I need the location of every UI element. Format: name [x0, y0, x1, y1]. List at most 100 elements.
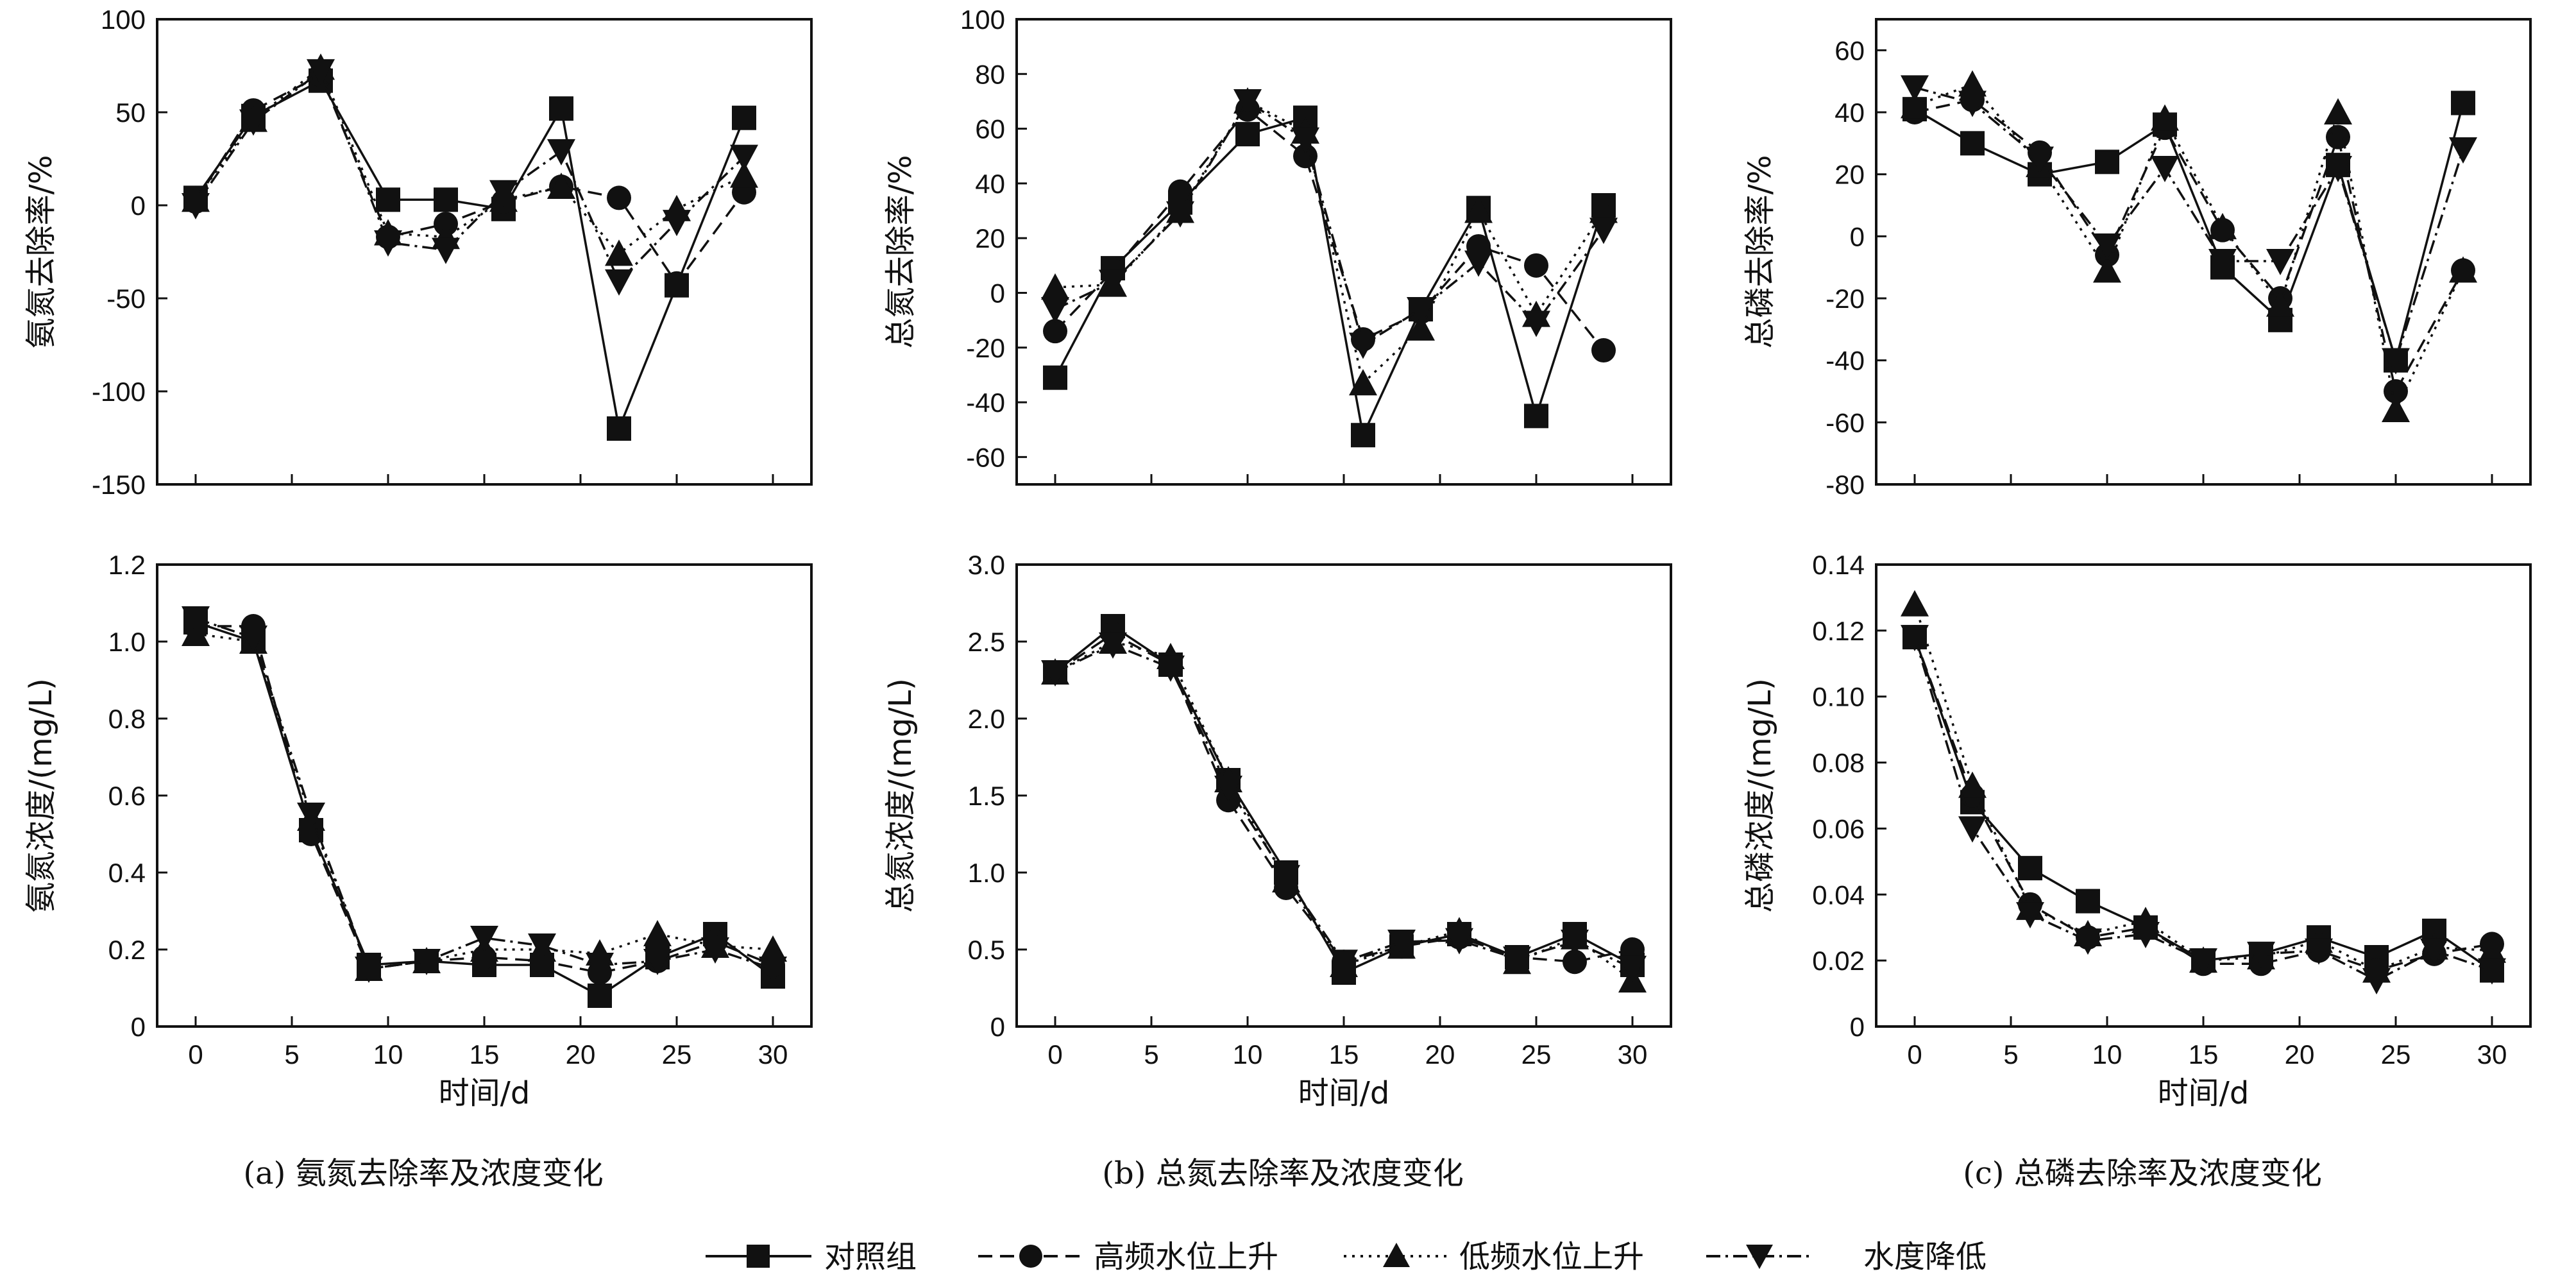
data-point-triangle-up: [2324, 98, 2352, 124]
data-point-triangle-down: [1387, 930, 1416, 956]
y-tick-label: 0: [131, 191, 146, 221]
series-line-1: [1914, 103, 2464, 365]
x-tick-label: 10: [373, 1039, 403, 1069]
data-point-triangle-down: [547, 139, 575, 166]
data-point-triangle-down: [663, 210, 691, 237]
data-point-triangle-down: [239, 626, 267, 652]
series-line-3: [1913, 604, 2493, 972]
data-point-triangle-up: [759, 935, 787, 962]
data-point-triangle-up: [2093, 256, 2121, 283]
data-point-triangle-down: [2189, 948, 2217, 975]
y-tick-label: 0: [1850, 1012, 1865, 1042]
series-line-3: [195, 633, 774, 970]
chart-panel-3: 60 40 20 0 -20 -40 -60 -80 总磷去除率/%: [1742, 18, 2532, 500]
data-point-triangle-down: [1901, 75, 1929, 102]
data-point-triangle-down: [2026, 146, 2054, 173]
data-point-triangle-down: [2074, 928, 2102, 955]
y-tick-label: 1.0: [968, 858, 1005, 888]
legend-marker-circle: [1019, 1245, 1042, 1268]
y-tick-label: 0.4: [108, 858, 146, 888]
data-point-triangle-down: [412, 949, 441, 975]
y-tick-label: 80: [975, 59, 1005, 89]
data-point-square: [732, 105, 756, 130]
series-line-1: [1054, 624, 1633, 975]
data-point-triangle-down: [489, 180, 518, 207]
data-point-triangle-up: [1901, 92, 1929, 119]
chart-panel-5: 3.0 2.5 2.0 1.5 1.0 0.5 0 0 5 10 15 20 25 30 时间/d 总氮浓度/…: [883, 550, 1672, 1111]
chart-panel-2: 100 80 60 40 20 0 -20 -40 -60 总氮去除率/%: [883, 4, 1672, 486]
data-point-triangle-down: [1291, 127, 1319, 154]
data-point-triangle-up: [643, 920, 672, 946]
data-point-triangle-down: [528, 933, 556, 960]
x-tick-label: 25: [1521, 1039, 1552, 1069]
data-point-triangle-down: [1445, 928, 1473, 955]
caption-b: (b) 总氮去除率及浓度变化: [1102, 1155, 1463, 1191]
data-point-circle: [1043, 319, 1067, 344]
data-point-circle: [1563, 950, 1587, 975]
legend-label-control: 对照组: [824, 1239, 917, 1275]
data-point-square: [1524, 404, 1548, 429]
y-tick-label: -60: [966, 442, 1005, 472]
data-point-triangle-down: [1958, 816, 1987, 843]
data-point-triangle-down: [182, 193, 210, 219]
x-tick-label: 20: [2285, 1039, 2315, 1069]
data-point-triangle-down: [2016, 902, 2044, 929]
data-point-square: [1043, 365, 1067, 390]
data-point-triangle-up: [2266, 290, 2294, 317]
data-point-triangle-down: [2266, 249, 2294, 275]
data-point-triangle-down: [701, 937, 729, 964]
data-point-circle: [1168, 179, 1192, 204]
legend-marker-triangle-down: [1746, 1245, 1773, 1269]
x-tick-label: 5: [2003, 1039, 2018, 1069]
legend-marker-square: [747, 1245, 770, 1268]
data-point-triangle-down: [307, 59, 335, 86]
series-line-4: [195, 617, 774, 970]
data-point-circle: [665, 271, 689, 296]
data-point-triangle-down: [586, 953, 614, 979]
data-point-triangle-down: [2151, 156, 2179, 182]
series-line-2: [1914, 98, 2464, 395]
x-tick-label: 0: [188, 1039, 203, 1069]
legend-label-turbidity: 水度降低: [1863, 1239, 1987, 1275]
series-line-2: [1913, 636, 2493, 972]
data-point-triangle-down: [1349, 332, 1377, 359]
series-line-3: [1055, 640, 1634, 982]
y-tick-label: 100: [960, 4, 1005, 35]
data-point-triangle-down: [1618, 955, 1647, 982]
y-tick-label: 0: [1850, 221, 1865, 251]
y-tick-label: 20: [1835, 160, 1865, 190]
y-tick-label: 0.2: [108, 935, 146, 965]
series-line-3: [1914, 83, 2464, 414]
data-point-triangle-down: [1407, 297, 1435, 324]
x-tick-label: 30: [758, 1039, 788, 1069]
chart-panel-1: 100 50 0 -50 -100 -150 氨氮去除率/%: [23, 4, 813, 500]
data-point-triangle-up: [2382, 396, 2410, 422]
data-point-triangle-up: [2449, 256, 2477, 283]
series-line-2: [1054, 108, 1605, 352]
data-point-triangle-down: [374, 230, 402, 257]
y-tick-label: 40: [975, 169, 1005, 199]
x-tick-label: 0: [1907, 1039, 1922, 1069]
data-point-square: [1235, 122, 1260, 147]
data-point-triangle-down: [1099, 269, 1127, 296]
series-line-2: [1055, 632, 1633, 964]
series-line-4: [194, 69, 745, 284]
legend-label-low-freq: 低频水位上升: [1459, 1239, 1644, 1275]
series-line-4: [1914, 86, 2464, 364]
data-point-triangle-down: [730, 144, 758, 171]
x-tick-label: 5: [1144, 1039, 1158, 1069]
x-tick-label: 30: [1618, 1039, 1648, 1069]
data-point-triangle-down: [1157, 655, 1185, 682]
legend-marker-triangle-up: [1383, 1243, 1410, 1267]
y-tick-label: 20: [975, 223, 1005, 253]
y-tick-label: 0.06: [1812, 814, 1865, 844]
legend-label-high-freq: 高频水位上升: [1094, 1239, 1278, 1275]
data-point-square: [607, 416, 631, 441]
series-line-4: [1913, 636, 2493, 982]
x-tick-label: 15: [2189, 1039, 2219, 1069]
data-point-triangle-down: [355, 957, 383, 983]
y-tick-label: 2.0: [968, 704, 1005, 734]
y-tick-label: 0.5: [968, 935, 1005, 965]
data-point-triangle-up: [1407, 314, 1435, 341]
data-point-square: [549, 96, 573, 121]
